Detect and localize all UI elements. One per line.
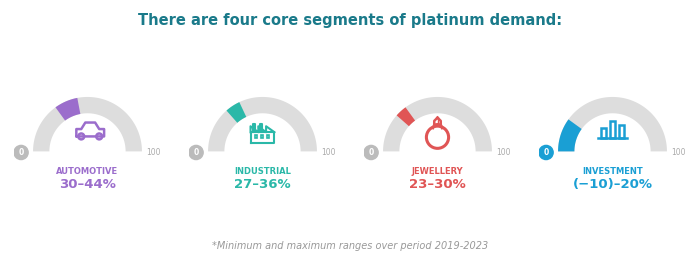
- Polygon shape: [558, 97, 667, 152]
- Bar: [261, 135, 263, 138]
- Text: 0: 0: [368, 148, 374, 157]
- Text: 0: 0: [543, 148, 549, 157]
- Text: *Minimum and maximum ranges over period 2019-2023: *Minimum and maximum ranges over period …: [212, 241, 488, 251]
- Polygon shape: [558, 119, 582, 152]
- Text: 0: 0: [18, 148, 24, 157]
- Text: 100: 100: [147, 148, 161, 157]
- Bar: [256, 135, 258, 138]
- Text: 0: 0: [193, 148, 199, 157]
- Circle shape: [431, 131, 444, 144]
- Polygon shape: [33, 97, 142, 152]
- Text: 100: 100: [672, 148, 686, 157]
- Circle shape: [364, 145, 378, 160]
- Bar: [619, 125, 624, 138]
- Text: (−10)–20%: (−10)–20%: [573, 177, 652, 191]
- Circle shape: [97, 133, 102, 139]
- Bar: [601, 128, 606, 138]
- Text: 27–36%: 27–36%: [234, 177, 290, 191]
- Text: 100: 100: [322, 148, 336, 157]
- Polygon shape: [397, 107, 415, 126]
- Bar: [267, 135, 270, 138]
- Circle shape: [539, 145, 553, 160]
- Text: INVESTMENT: INVESTMENT: [582, 167, 643, 176]
- Polygon shape: [55, 98, 80, 120]
- Bar: [610, 121, 615, 138]
- Circle shape: [78, 133, 84, 139]
- Circle shape: [14, 145, 28, 160]
- Circle shape: [189, 145, 203, 160]
- Text: JEWELLERY: JEWELLERY: [412, 167, 463, 176]
- Text: 23–30%: 23–30%: [409, 177, 466, 191]
- Text: AUTOMOTIVE: AUTOMOTIVE: [57, 167, 118, 176]
- Text: INDUSTRIAL: INDUSTRIAL: [234, 167, 291, 176]
- Polygon shape: [227, 102, 246, 123]
- Text: 30–44%: 30–44%: [59, 177, 116, 191]
- Text: There are four core segments of platinum demand:: There are four core segments of platinum…: [138, 13, 562, 28]
- Text: 100: 100: [497, 148, 511, 157]
- Polygon shape: [383, 97, 492, 152]
- Polygon shape: [208, 97, 317, 152]
